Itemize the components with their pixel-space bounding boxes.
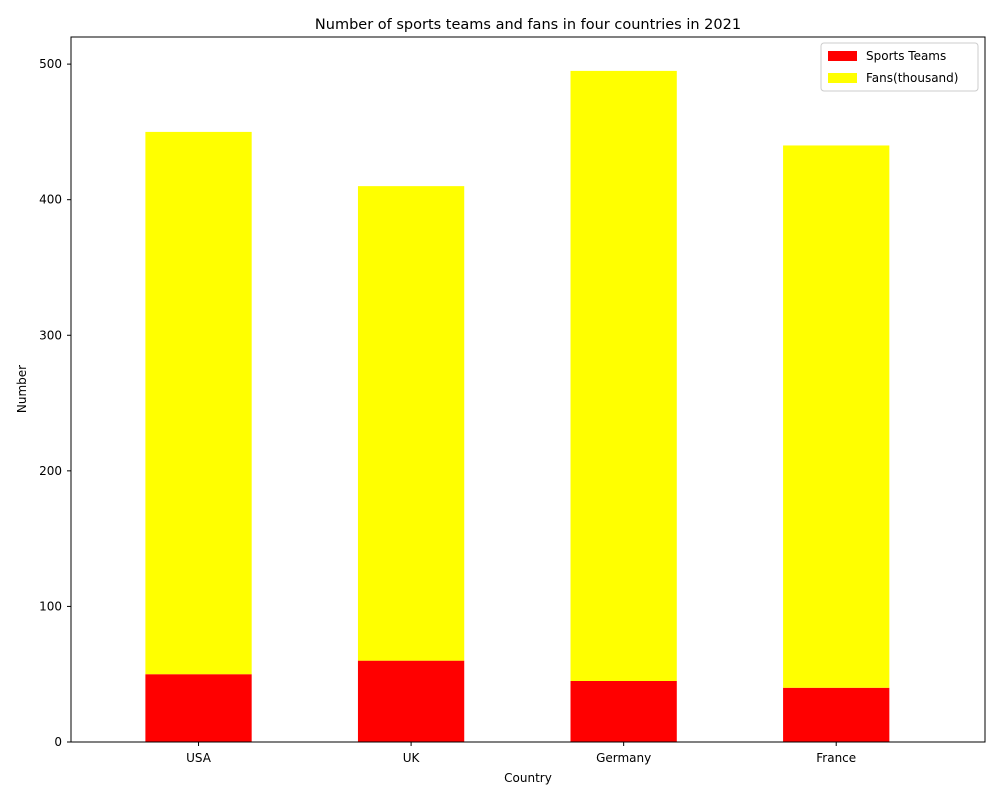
x-axis: USA UK Germany France: [186, 742, 856, 765]
x-axis-label: Country: [504, 771, 552, 785]
x-tick-label-germany: Germany: [596, 751, 651, 765]
bar-usa-fans-thousand: [145, 131, 252, 675]
bar-france-sports-teams: [783, 687, 890, 742]
chart-title: Number of sports teams and fans in four …: [315, 17, 741, 33]
y-tick-label-200: 200: [39, 464, 62, 478]
y-tick-label-0: 0: [54, 735, 62, 749]
legend-label-sports-teams: Sports Teams: [866, 49, 946, 63]
x-tick-label-usa: USA: [186, 751, 212, 765]
legend-frame: [820, 42, 979, 92]
x-tick-label-france: France: [816, 751, 856, 765]
y-tick-label-400: 400: [39, 193, 62, 207]
legend-swatch-sports-teams: [828, 51, 857, 61]
y-axis-label: Number: [15, 365, 29, 413]
y-axis: 0 100 200 300 400 500: [39, 57, 71, 749]
bar-uk-sports-teams: [357, 660, 465, 742]
x-tick-label-uk: UK: [403, 751, 421, 765]
legend-swatch-fans: [828, 73, 857, 83]
bar-usa-sports-teams: [145, 674, 252, 742]
bar-germany-fans-thousand: [570, 70, 677, 681]
y-tick-label-100: 100: [39, 599, 62, 613]
bars-layer: [145, 70, 890, 742]
bar-germany-sports-teams: [570, 680, 677, 742]
plot-frame: [70, 36, 986, 743]
legend-label-fans: Fans(thousand): [866, 71, 958, 85]
y-tick-label-300: 300: [39, 328, 62, 342]
legend: Sports Teams Fans(thousand): [820, 42, 979, 92]
bar-france-fans-thousand: [783, 145, 890, 688]
y-tick-label-500: 500: [39, 57, 62, 71]
bar-uk-fans-thousand: [357, 186, 465, 661]
